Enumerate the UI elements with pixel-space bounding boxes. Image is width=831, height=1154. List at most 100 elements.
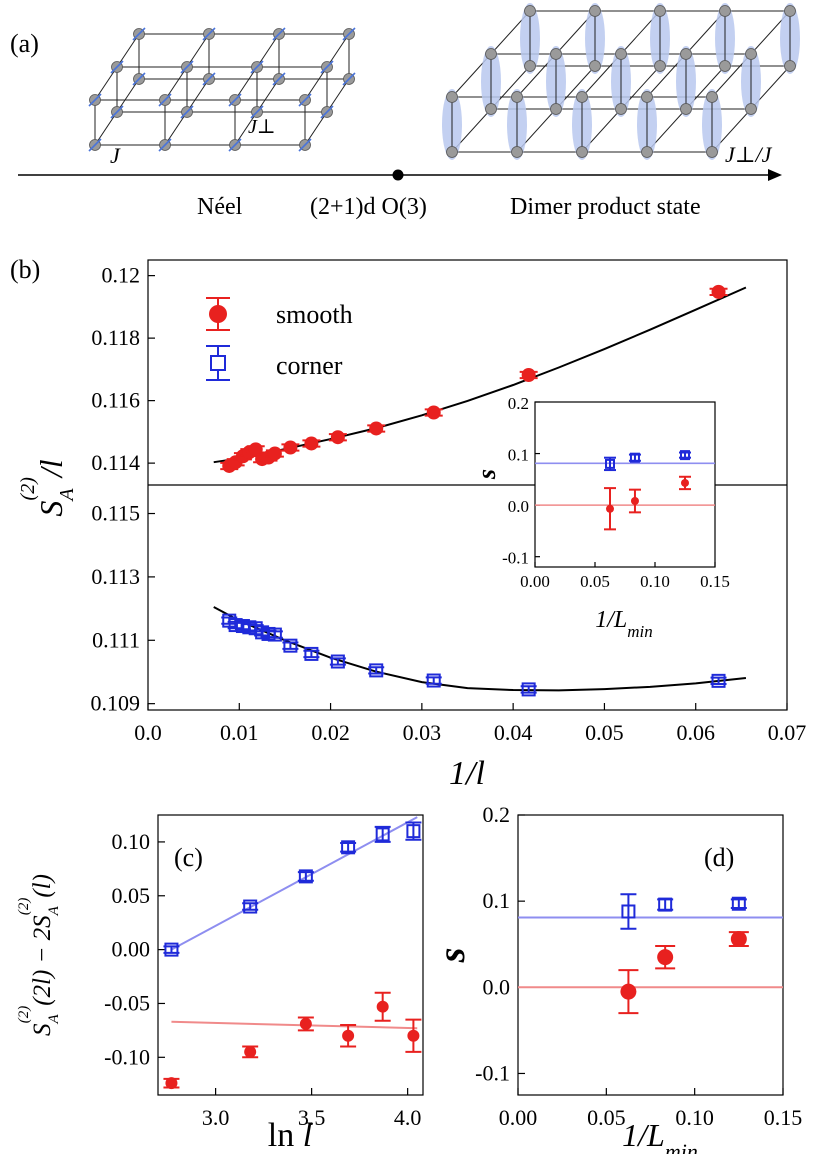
inset-smooth-point (628, 488, 641, 514)
d-corner-point (730, 896, 747, 911)
spin-arrow (342, 27, 356, 41)
c-corner-point (374, 825, 391, 843)
b-lower-ytick-0.109: 0.109 (91, 691, 141, 716)
lattice-site (589, 60, 601, 72)
b-xtick-0.02: 0.02 (311, 720, 350, 745)
d-ytick-0.0: 0.0 (483, 974, 511, 999)
lattice-site (615, 103, 627, 115)
spin-arrow (202, 72, 216, 86)
spin-arrow (180, 105, 194, 119)
lattice-site (576, 146, 588, 158)
corner-point (282, 638, 299, 653)
inset-ytick--0.1: -0.1 (502, 549, 529, 568)
c-corner-point (242, 899, 259, 914)
lattice-site (550, 103, 562, 115)
spin-arrow (320, 60, 334, 74)
lattice-site (719, 60, 731, 72)
c-smooth-point (242, 1045, 259, 1059)
c-ytick-0.05: 0.05 (112, 883, 151, 908)
c-corner-point (163, 942, 180, 957)
dimer-bilayer-lattice (442, 3, 800, 160)
spin-arrow (132, 27, 146, 41)
inset-xtick-0.00: 0.00 (520, 572, 550, 591)
c-ytick--0.05: -0.05 (104, 990, 150, 1015)
phase-neel-label: Néel (197, 194, 243, 220)
panel-b-ylabel: SA(2)/l (17, 459, 78, 516)
inset-smooth-point (679, 475, 691, 491)
panel-a-tag: (a) (10, 29, 39, 58)
critical-point-label: (2+1)d O(3) (310, 194, 427, 220)
c-smooth-point (163, 1077, 180, 1090)
panel-d-ticks: 0.00 0.05 0.10 0.15 0.2 0.1 0.0 -0.1 (475, 802, 802, 1130)
corner-point (303, 646, 320, 661)
bond-jperp-label: J⊥ (248, 116, 276, 138)
d-ytick-0.2: 0.2 (483, 802, 511, 827)
smooth-point (519, 368, 538, 382)
inset-ytick-0.0: 0.0 (508, 497, 529, 516)
lattice-site (446, 146, 458, 158)
phase-axis-label: J⊥/J (725, 142, 773, 167)
d-xtick-0.10: 0.10 (675, 1105, 714, 1130)
legend-smooth-label: smooth (276, 300, 353, 329)
panel-d-ylabel: s (431, 948, 473, 964)
lattice-site (654, 60, 666, 72)
b-upper-ytick-0.12: 0.12 (102, 263, 141, 288)
d-xtick-0.00: 0.00 (499, 1105, 538, 1130)
inset-corner-point (628, 452, 641, 463)
corner-point (266, 627, 283, 642)
inset-frame (534, 401, 716, 568)
panel-c-ticks: 3.0 3.5 4.0 0.10 0.05 0.00 -0.05 -0.10 (104, 829, 421, 1130)
lattice-site (719, 5, 731, 17)
c-xtick-3.5: 3.5 (298, 1105, 326, 1130)
panel-c-chart: (c) 3.0 3.5 4.0 0.10 0.05 0.00 -0.05 -0.10 ln l… (16, 814, 424, 1154)
panel-b-ticks: 0.0 0.01 0.02 0.03 0.04 0.05 0.06 0.070.1140.11… (91, 263, 807, 745)
c-ytick--0.10: -0.10 (104, 1044, 150, 1069)
corner-point (520, 682, 537, 697)
lattice-site (784, 60, 796, 72)
lattice-site (511, 146, 523, 158)
lattice-site (706, 146, 718, 158)
lattice-site (745, 103, 757, 115)
lattice-site (641, 146, 653, 158)
panel-c-data-points (163, 821, 422, 1090)
b-xtick-0.0: 0.0 (134, 720, 162, 745)
inset-data-points (604, 450, 691, 531)
legend-corner-marker (206, 345, 230, 381)
b-xtick-0.01: 0.01 (220, 720, 259, 745)
d-xtick-0.15: 0.15 (764, 1105, 803, 1130)
inset-reference-lines (535, 462, 715, 506)
spin-arrow (88, 93, 102, 107)
panel-d-tag: (d) (704, 843, 734, 872)
c-xtick-3.0: 3.0 (202, 1105, 230, 1130)
panel-b-legend: smooth corner (206, 297, 353, 381)
neel-bilayer-lattice (88, 27, 356, 152)
d-corner-point (620, 893, 637, 930)
inset-ticks: 0.00 0.05 0.10 0.15 -0.1 0.0 0.1 0.2 (502, 394, 730, 591)
panel-c-xlabel: ln l (268, 1117, 312, 1154)
b-lower-ytick-0.113: 0.113 (91, 564, 140, 589)
inset-smooth-point (604, 487, 616, 531)
panel-c-frame (157, 814, 424, 1096)
b-xtick-0.07: 0.07 (768, 720, 807, 745)
spin-arrow (272, 72, 286, 86)
spin-arrow (342, 72, 356, 86)
lattice-site (550, 48, 562, 60)
panel-b-xlabel: 1/l (449, 755, 485, 792)
phase-dimer-label: Dimer product state (510, 194, 701, 220)
corner-point (368, 663, 385, 678)
lattice-site (589, 5, 601, 17)
panel-c-tag: (c) (174, 843, 203, 872)
b-upper-ytick-0.118: 0.118 (91, 325, 140, 350)
spin-arrow (250, 60, 264, 74)
panel-d-data-points (618, 893, 749, 1015)
smooth-point (281, 440, 300, 455)
panel-a-schematic: (a) J J⊥ J⊥/J Néel (2+1)d O(3) Dimer pro… (10, 3, 800, 220)
b-lower-ytick-0.115: 0.115 (91, 501, 140, 526)
d-corner-point (657, 897, 674, 912)
spin-arrow (228, 138, 242, 152)
corner-point (329, 654, 346, 669)
inset-xtick-0.05: 0.05 (580, 572, 610, 591)
lattice-site (680, 103, 692, 115)
b-upper-ytick-0.116: 0.116 (91, 388, 140, 413)
